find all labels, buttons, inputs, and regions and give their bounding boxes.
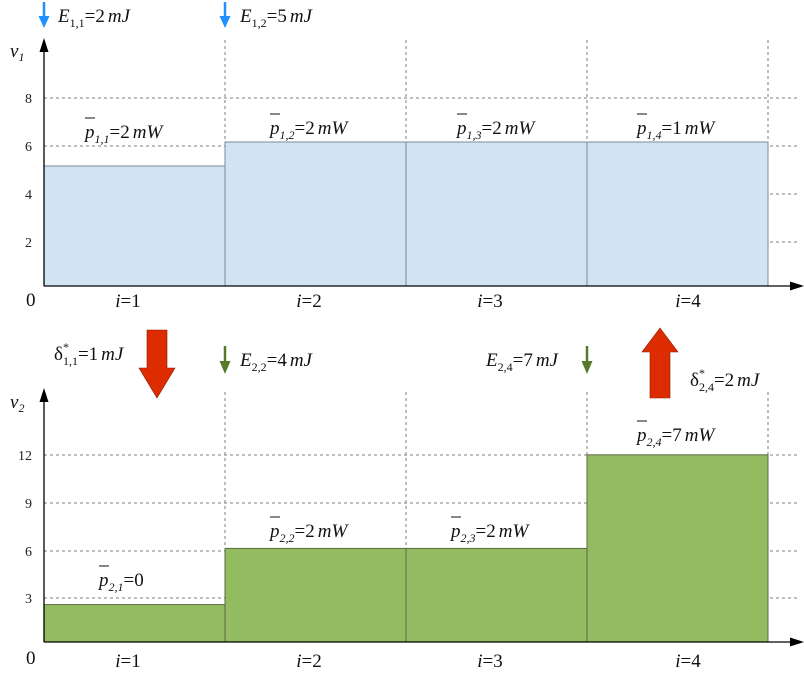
bottom-bar-3	[405, 547, 588, 643]
bottom-xlabel-4: i=4	[675, 651, 701, 672]
bottom-origin: 0	[26, 648, 36, 669]
bottom-ytick-9: 9	[25, 497, 32, 512]
bottom-energy-2: E2,4=7 mJ	[485, 346, 593, 374]
top-power-4: p1,4=1 mW	[635, 118, 716, 142]
top-y-label: v1	[10, 41, 24, 64]
svg-text:E1,1=2mJ: E1,1=2 mJ	[57, 6, 132, 30]
top-bar-1	[43, 165, 226, 287]
top-xlabel-4: i=4	[675, 291, 701, 312]
top-bar-3	[405, 141, 588, 287]
bottom-power-2: p2,2=2 mW	[268, 521, 349, 545]
svg-text:E2,2=4mJ: E2,2=4 mJ	[239, 350, 314, 374]
bottom-bar-1	[43, 604, 226, 643]
bottom-ytick-6: 6	[25, 545, 32, 560]
transfer-down: δ* 1,1=1 mJ	[54, 329, 176, 399]
bottom-power-3: p2,3=2 mW	[449, 521, 530, 545]
bottom-xlabel-1: i=1	[115, 651, 141, 672]
transfer-up: δ* 2,4=2 mJ	[641, 327, 761, 399]
top-panel: v1 2 4 6 8 0 i=1 i=2 i=3 i=4 p1,1=2 mW p1…	[10, 2, 804, 312]
green-down-arrow-icon	[581, 361, 593, 374]
top-energy-2: E1,2=5 mJ	[219, 2, 314, 30]
top-x-arrowhead	[790, 281, 804, 291]
top-xlabel-2: i=2	[296, 291, 322, 312]
bottom-power-1: p2,1=0	[97, 570, 144, 594]
bottom-bars	[43, 454, 769, 643]
top-bar-2	[224, 141, 407, 287]
top-bars	[43, 141, 769, 287]
green-down-arrow-icon	[219, 361, 231, 374]
top-power-3: p1,3=2 mW	[455, 118, 536, 142]
svg-text:δ*2,4=2mJ: δ* 2,4=2 mJ	[690, 366, 761, 394]
top-ytick-6: 6	[25, 140, 32, 155]
top-ytick-2: 2	[25, 236, 32, 251]
bottom-x-arrowhead	[790, 637, 804, 647]
svg-text:E1,2=5mJ: E1,2=5 mJ	[239, 6, 314, 30]
bottom-xlabel-3: i=3	[477, 651, 503, 672]
top-xlabel-1: i=1	[115, 291, 141, 312]
bottom-y-arrowhead	[39, 388, 49, 402]
red-down-arrow-icon	[138, 329, 176, 399]
bottom-xlabel-2: i=2	[296, 651, 322, 672]
bottom-panel: v2 3 6 9 12 0 i=1 i=2 i=3 i=4 p2,1=0 p2,…	[10, 346, 804, 672]
bottom-ytick-3: 3	[25, 592, 32, 607]
red-up-arrow-icon	[641, 327, 679, 399]
bottom-bar-2	[224, 547, 407, 643]
top-y-arrowhead	[39, 38, 49, 52]
bottom-ytick-12: 12	[18, 449, 32, 464]
bottom-energy-1: E2,2=4 mJ	[219, 346, 314, 374]
top-xlabel-3: i=3	[477, 291, 503, 312]
top-energy-1: E1,1=2 mJ	[38, 2, 132, 30]
blue-down-arrow-icon	[38, 16, 50, 28]
top-ytick-8: 8	[25, 92, 32, 107]
svg-text:δ*1,1=1mJ: δ* 1,1=1 mJ	[54, 340, 125, 368]
svg-text:E2,4=7mJ: E2,4=7 mJ	[485, 350, 560, 374]
top-power-1: p1,1=2 mW	[83, 122, 164, 146]
top-origin: 0	[26, 290, 36, 311]
top-bar-4	[586, 141, 769, 287]
bottom-power-4: p2,4=7 mW	[635, 425, 716, 449]
blue-down-arrow-icon	[219, 16, 231, 28]
bottom-bar-4	[586, 454, 769, 643]
top-ytick-4: 4	[25, 188, 32, 203]
top-power-2: p1,2=2 mW	[268, 118, 349, 142]
bottom-y-label: v2	[10, 392, 24, 415]
